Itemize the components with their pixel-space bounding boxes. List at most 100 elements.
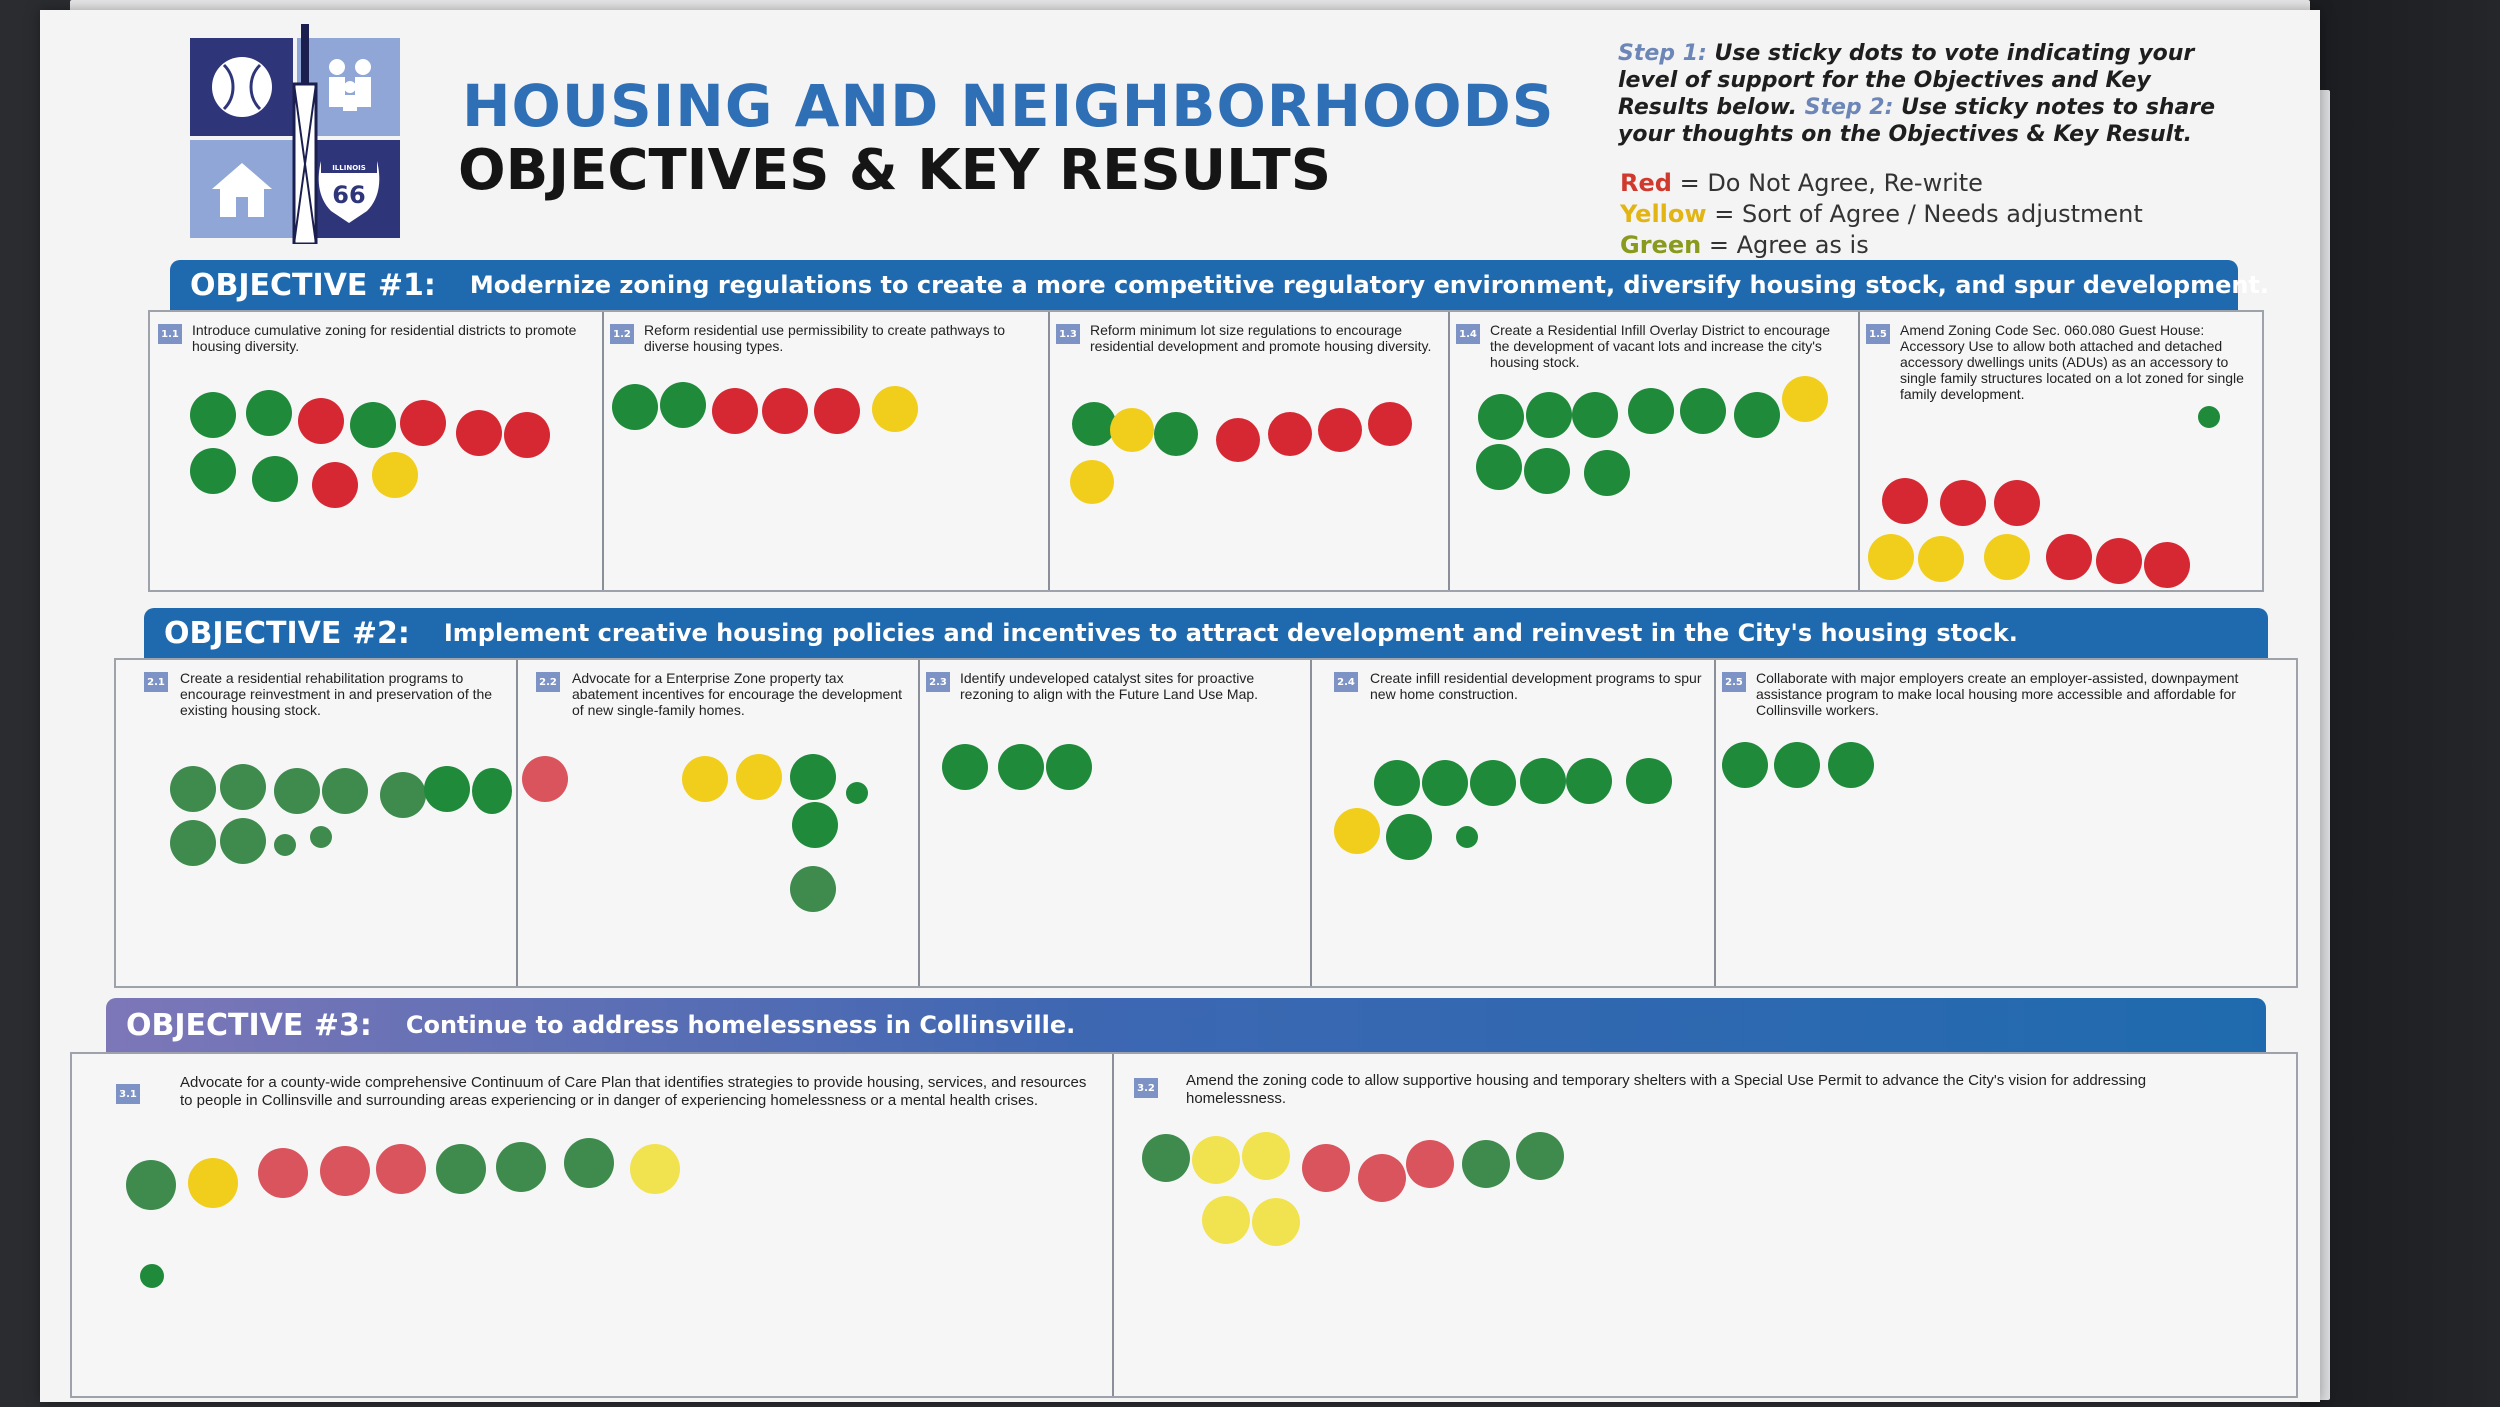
house-icon bbox=[190, 140, 293, 238]
objective-1-panel: 1.1 Introduce cumulative zoning for resi… bbox=[148, 310, 2264, 592]
vote-dot-green bbox=[1680, 388, 1726, 434]
vote-dot-yellow bbox=[1782, 376, 1828, 422]
key-result-1-4: 1.4 Create a Residential Infill Overlay … bbox=[1448, 312, 1860, 590]
vote-dot-green bbox=[1462, 1140, 1510, 1188]
vote-dot-red bbox=[762, 388, 808, 434]
instructions: Step 1: Use sticky dots to vote indicati… bbox=[1618, 40, 2238, 148]
key-result-text: Create infill residential development pr… bbox=[1370, 670, 1702, 702]
vote-dot-yellow bbox=[630, 1144, 680, 1194]
vote-dot-red bbox=[504, 412, 550, 458]
objective-3-panel: 3.1 Advocate for a county-wide comprehen… bbox=[70, 1052, 2298, 1398]
key-result-text: Advocate for a county-wide comprehensive… bbox=[180, 1074, 1087, 1109]
vote-dot-red bbox=[1882, 478, 1928, 524]
vote-dot-red bbox=[1268, 412, 1312, 456]
vote-dot-yellow bbox=[1110, 408, 1154, 452]
table-surface bbox=[2300, 0, 2500, 1407]
vote-dot-red bbox=[1318, 408, 1362, 452]
key-result-badge: 1.3 bbox=[1056, 324, 1080, 344]
key-result-1-3: 1.3 Reform minimum lot size regulations … bbox=[1048, 312, 1450, 590]
vote-dot-yellow bbox=[1252, 1198, 1300, 1246]
key-result-1-5: 1.5 Amend Zoning Code Sec. 060.080 Guest… bbox=[1858, 312, 2262, 590]
vote-dot-red bbox=[258, 1148, 308, 1198]
vote-dot-green bbox=[790, 866, 836, 912]
vote-dot-red bbox=[400, 400, 446, 446]
key-result-1-1: 1.1 Introduce cumulative zoning for resi… bbox=[150, 312, 604, 590]
key-result-3-2: 3.2 Amend the zoning code to allow suppo… bbox=[1112, 1054, 2296, 1396]
vote-dot-yellow bbox=[1192, 1136, 1240, 1184]
vote-dot-green bbox=[252, 456, 298, 502]
vote-dot-green bbox=[126, 1160, 176, 1210]
objective-3-text: Continue to address homelessness in Coll… bbox=[405, 1011, 1076, 1039]
vote-dot-green bbox=[1628, 388, 1674, 434]
vote-dot-green bbox=[846, 782, 868, 804]
vote-dot-green bbox=[246, 390, 292, 436]
key-result-2-4: 2.4 Create infill residential developmen… bbox=[1310, 660, 1716, 986]
vote-dot-green bbox=[350, 402, 396, 448]
vote-dot-green bbox=[274, 768, 320, 814]
vote-dot-green bbox=[564, 1138, 614, 1188]
vote-dot-red bbox=[320, 1146, 370, 1196]
vote-dot-yellow bbox=[736, 754, 782, 800]
key-result-text: Amend the zoning code to allow supportiv… bbox=[1186, 1072, 2147, 1107]
step2-text: Use sticky notes to share your thoughts … bbox=[1618, 95, 2216, 147]
vote-dot-green bbox=[1520, 758, 1566, 804]
vote-dot-green bbox=[1722, 742, 1768, 788]
objective-1-number: OBJECTIVE #1: bbox=[190, 267, 436, 303]
vote-dot-green bbox=[170, 766, 216, 812]
vote-dot-green bbox=[1046, 744, 1092, 790]
key-result-2-5: 2.5 Collaborate with major employers cre… bbox=[1714, 660, 2296, 986]
vote-dot-green bbox=[1584, 450, 1630, 496]
key-result-2-1: 2.1 Create a residential rehabilitation … bbox=[116, 660, 518, 986]
vote-dot-green bbox=[436, 1144, 486, 1194]
vote-dot-red bbox=[1368, 402, 1412, 446]
objective-1-header: OBJECTIVE #1: Modernize zoning regulatio… bbox=[170, 260, 2269, 310]
vote-dot-green bbox=[660, 382, 706, 428]
vote-dot-red bbox=[456, 410, 502, 456]
vote-dot-red bbox=[1302, 1144, 1350, 1192]
vote-dot-yellow bbox=[1202, 1196, 1250, 1244]
vote-dot-green bbox=[1386, 814, 1432, 860]
vote-dot-green bbox=[1072, 402, 1116, 446]
vote-dot-green bbox=[190, 392, 236, 438]
objective-2-number: OBJECTIVE #2: bbox=[164, 615, 410, 651]
vote-dot-green bbox=[496, 1142, 546, 1192]
vote-dot-green bbox=[790, 754, 836, 800]
legend-item-green: Green = Agree as is bbox=[1620, 231, 1869, 259]
vote-dot-green bbox=[1470, 760, 1516, 806]
vote-dot-green bbox=[942, 744, 988, 790]
key-result-1-2: 1.2 Reform residential use permissibilit… bbox=[602, 312, 1050, 590]
vote-dot-green bbox=[1142, 1134, 1190, 1182]
vote-dot-green bbox=[1476, 444, 1522, 490]
objective-3-header: OBJECTIVE #3: Continue to address homele… bbox=[106, 998, 2266, 1052]
key-result-badge: 2.3 bbox=[926, 672, 950, 692]
key-result-badge: 3.1 bbox=[116, 1084, 140, 1104]
vote-dot-green bbox=[1456, 826, 1478, 848]
key-result-badge: 2.5 bbox=[1722, 672, 1746, 692]
key-result-badge: 3.2 bbox=[1134, 1078, 1158, 1098]
vote-dot-green bbox=[1566, 758, 1612, 804]
key-result-2-2: 2.2 Advocate for a Enterprise Zone prope… bbox=[516, 660, 920, 986]
key-result-3-1: 3.1 Advocate for a county-wide comprehen… bbox=[72, 1054, 1114, 1396]
vote-dot-green bbox=[1374, 760, 1420, 806]
step1-label: Step 1: bbox=[1618, 41, 1707, 66]
vote-dot-red bbox=[1940, 480, 1986, 526]
key-result-badge: 2.1 bbox=[144, 672, 168, 692]
route-state-label: ILLINOIS bbox=[332, 164, 366, 172]
vote-dot-red bbox=[1406, 1140, 1454, 1188]
key-result-badge: 2.4 bbox=[1334, 672, 1358, 692]
vote-dot-green bbox=[1572, 392, 1618, 438]
vote-dot-green bbox=[1478, 394, 1524, 440]
vote-dot-yellow bbox=[372, 452, 418, 498]
vote-dot-green bbox=[1154, 412, 1198, 456]
objective-3-number: OBJECTIVE #3: bbox=[126, 1007, 372, 1043]
water-tower-icon bbox=[292, 24, 318, 244]
key-result-text: Reform minimum lot size regulations to e… bbox=[1090, 322, 1432, 354]
vote-dot-green bbox=[170, 820, 216, 866]
page-title: HOUSING AND NEIGHBORHOODS bbox=[462, 72, 1555, 140]
vote-dot-yellow bbox=[1868, 534, 1914, 580]
vote-dot-red bbox=[2144, 542, 2190, 588]
legend: Red = Do Not Agree, Re-write Yellow = So… bbox=[1620, 168, 2240, 261]
vote-dot-green bbox=[1516, 1132, 1564, 1180]
vote-dot-red bbox=[522, 756, 568, 802]
step2-label: Step 2: bbox=[1804, 95, 1894, 120]
